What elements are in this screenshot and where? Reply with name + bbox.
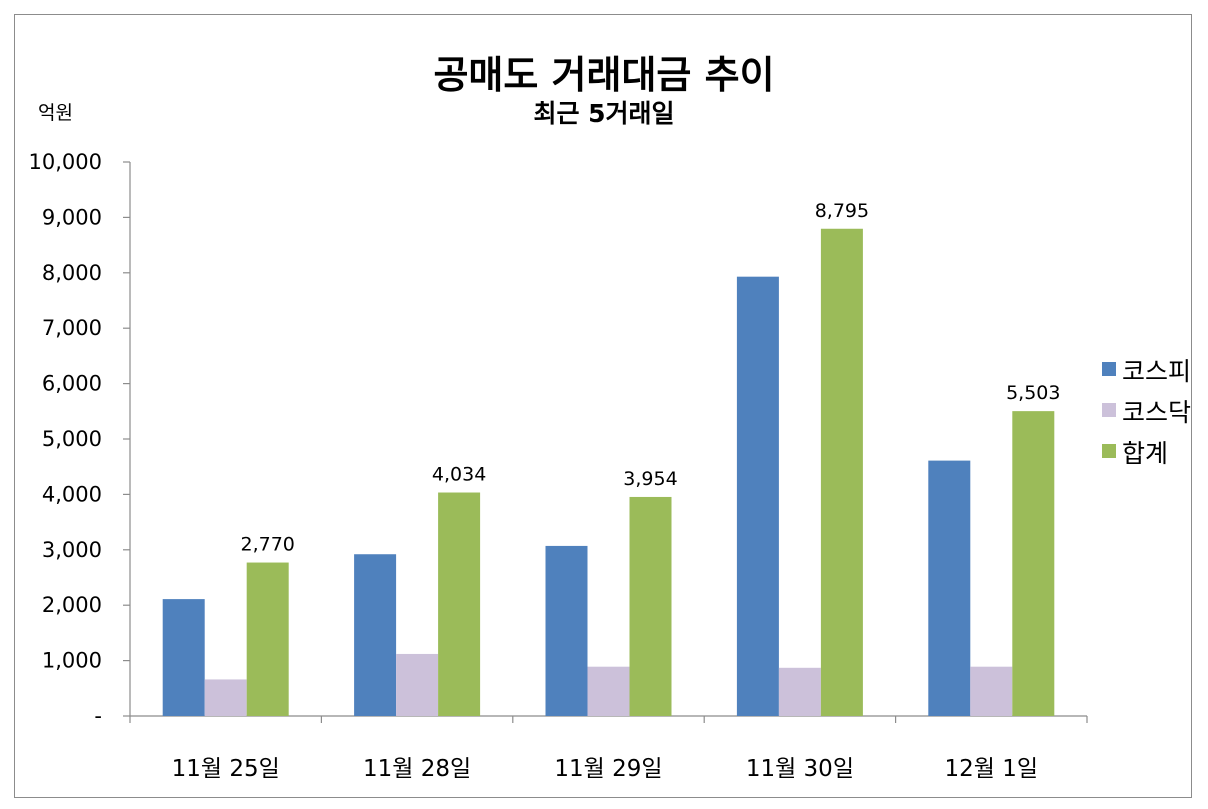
bar — [396, 653, 439, 716]
bar — [162, 599, 205, 716]
bar — [545, 545, 588, 716]
x-category-label: 12월 1일 — [945, 756, 1039, 782]
legend-swatch — [1102, 444, 1116, 458]
bars-layer — [162, 228, 1055, 716]
data-label: 2,770 — [240, 534, 294, 556]
y-tick-label: 8,000 — [42, 261, 102, 285]
legend-swatch — [1102, 362, 1116, 376]
x-category-label: 11월 30일 — [746, 756, 854, 782]
chart-subtitle: 최근 5거래일 — [533, 99, 675, 128]
y-tick-label: 5,000 — [42, 427, 102, 451]
y-tick-label: 6,000 — [42, 372, 102, 396]
y-tick-label: 2,000 — [42, 593, 102, 617]
bar — [629, 496, 672, 716]
bar — [204, 679, 247, 716]
bar — [1012, 411, 1055, 716]
bar — [354, 554, 397, 716]
y-axis-unit-label: 억원 — [38, 102, 73, 124]
legend-label: 코스피 — [1122, 357, 1191, 386]
data-labels-layer: 2,770 4,034 3,954 8,795 5,503 — [240, 200, 1060, 556]
axes-layer: - 1,000 2,000 3,000 4,000 5,000 6,000 7,000 8,00… — [29, 150, 1088, 782]
y-tick-label: 3,000 — [42, 538, 102, 562]
chart-title: 공매도 거래대금 추이 — [433, 53, 775, 97]
bar — [778, 667, 821, 716]
bar — [736, 276, 779, 716]
y-tick-label: - — [94, 704, 102, 728]
bar — [970, 666, 1013, 716]
legend-label: 합계 — [1122, 439, 1168, 468]
bar — [246, 562, 289, 716]
y-tick-label: 10,000 — [29, 150, 102, 174]
x-category-label: 11월 28일 — [363, 756, 471, 782]
y-tick-label: 9,000 — [42, 205, 102, 229]
y-tick-label: 1,000 — [42, 649, 102, 673]
legend-label: 코스닥 — [1122, 398, 1191, 427]
bar — [438, 492, 481, 716]
data-label: 3,954 — [623, 468, 677, 490]
bar — [587, 666, 630, 716]
bar — [820, 228, 863, 716]
bar — [928, 460, 971, 716]
y-tick-label: 4,000 — [42, 482, 102, 506]
data-label: 8,795 — [815, 200, 869, 222]
x-category-label: 11월 29일 — [554, 756, 662, 782]
data-label: 5,503 — [1006, 382, 1060, 404]
legend-swatch — [1102, 403, 1116, 417]
y-tick-label: 7,000 — [42, 316, 102, 340]
x-category-label: 11월 25일 — [172, 756, 280, 782]
data-label: 4,034 — [432, 464, 486, 486]
